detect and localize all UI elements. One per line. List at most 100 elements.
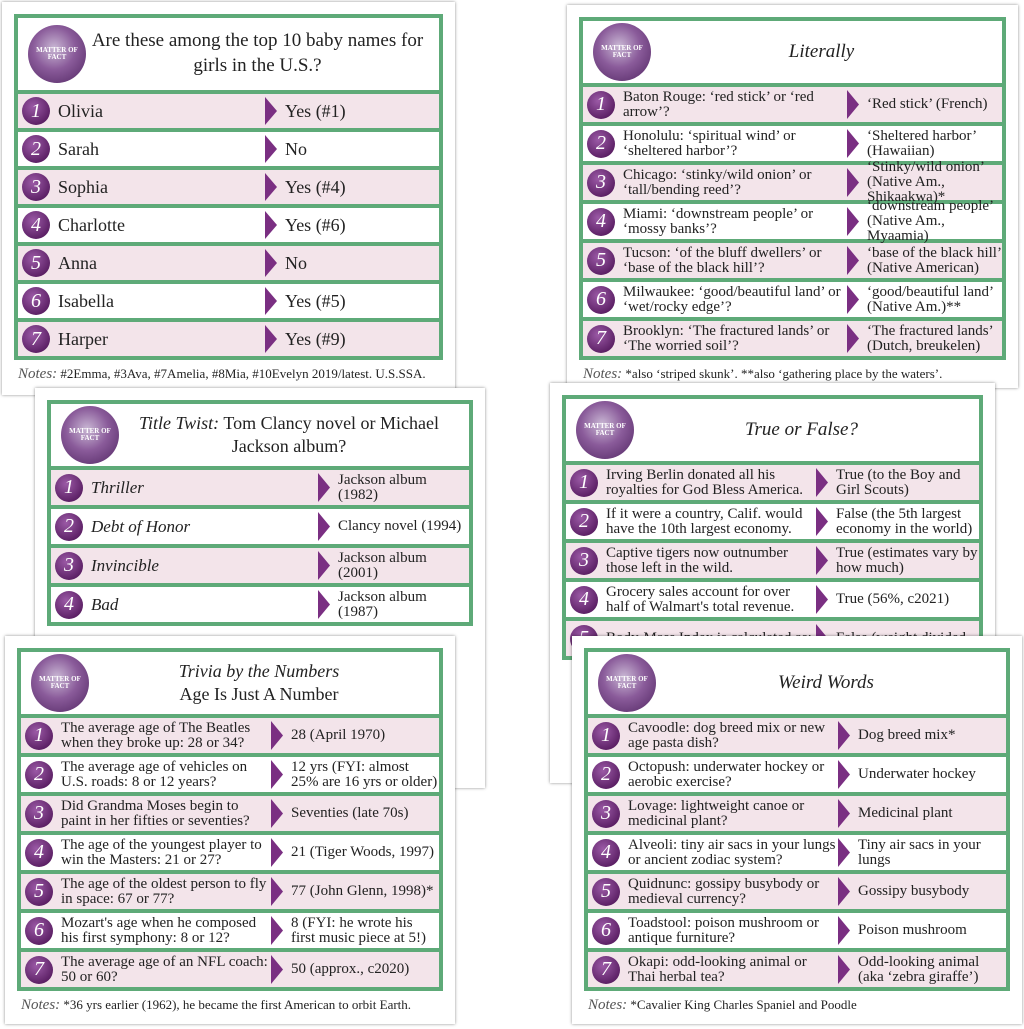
arrow xyxy=(318,512,330,541)
question-row: 2 Octopush: underwater hockey or aerobic … xyxy=(588,757,1006,792)
row-number: 4 xyxy=(592,838,620,867)
row-number: 3 xyxy=(592,799,620,828)
arrow xyxy=(318,473,330,502)
card-title: Literally xyxy=(651,40,992,65)
question: Anna xyxy=(58,253,97,273)
logo: MATTER OF FACT xyxy=(31,654,89,712)
notes-text: *36 yrs earlier (1962), he became the fi… xyxy=(63,997,412,1012)
question-row: 2 Honolulu: ‘spiritual wind’ or ‘sheltere… xyxy=(583,126,1002,161)
answer: Yes (#4) xyxy=(285,177,346,197)
question-row: 4 Alveoli: tiny air sacs in your lungs or… xyxy=(588,835,1006,870)
arrow xyxy=(816,585,828,614)
arrow xyxy=(271,877,283,906)
card-title: Are these among the top 10 baby names fo… xyxy=(86,29,429,78)
question-row: 3 Lovage: lightweight canoe or medicinal … xyxy=(588,796,1006,831)
question-row: 5 Tucson: ‘of the bluff dwellers’ or ‘bas… xyxy=(583,243,1002,278)
row-number: 3 xyxy=(570,546,598,575)
question-row: 1 Olivia Yes (#1) xyxy=(18,94,439,128)
question-row: 6 Milwaukee: ‘good/beautiful land’ or ‘we… xyxy=(583,282,1002,317)
question-row: 7 Brooklyn: ‘The fractured lands’ or ‘The… xyxy=(583,321,1002,356)
row-number: 2 xyxy=(22,135,50,163)
answer: 12 yrs (FYI: almost 25% are 16 yrs or ol… xyxy=(291,758,438,790)
question-row: 1 Thriller Jackson album (1982) xyxy=(51,470,469,505)
row-number: 6 xyxy=(587,285,615,314)
notes: Notes: *36 yrs earlier (1962), he became… xyxy=(17,991,443,1020)
question: Milwaukee: ‘good/beautiful land’ or ‘wet… xyxy=(623,283,841,315)
arrow xyxy=(265,135,277,163)
answer: Yes (#9) xyxy=(285,329,346,349)
notes-label: Notes: xyxy=(583,366,623,382)
question-row: 5 The age of the oldest person to fly in … xyxy=(21,874,439,909)
arrow xyxy=(265,249,277,277)
row-number: 2 xyxy=(592,760,620,789)
question-row: 6 Isabella Yes (#5) xyxy=(18,284,439,318)
title-text: True or False? xyxy=(745,418,858,440)
row-number: 4 xyxy=(570,585,598,614)
title-text: Tom Clancy novel or Michael Jackson albu… xyxy=(223,412,440,456)
row-number: 2 xyxy=(570,507,598,536)
answer: Jackson album (1987) xyxy=(338,588,427,620)
card-title: Title Twist: Tom Clancy novel or Michael… xyxy=(119,412,459,459)
arrow xyxy=(265,97,277,125)
question: Honolulu: ‘spiritual wind’ or ‘sheltered… xyxy=(623,127,796,159)
answer: Poison mushroom xyxy=(858,922,967,938)
arrow xyxy=(838,760,850,789)
card-header: MATTER OF FACT Title Twist: Tom Clancy no… xyxy=(51,404,469,466)
question-row: 3 Invincible Jackson album (2001) xyxy=(51,548,469,583)
question-row: 4 Grocery sales account for over half of … xyxy=(566,582,979,617)
notes: Notes: *also ‘striped skunk’. **also ‘ga… xyxy=(579,360,1006,388)
notes-text: *Cavalier King Charles Spaniel and Poodl… xyxy=(630,997,857,1012)
row-number: 1 xyxy=(55,473,83,502)
question: The age of the youngest player to win th… xyxy=(61,836,262,868)
question: Irving Berlin donated all his royalties … xyxy=(606,466,804,498)
answer: True (estimates vary by how much) xyxy=(836,544,978,576)
row-number: 7 xyxy=(592,955,620,984)
row-number: 3 xyxy=(25,799,53,828)
question-row: 4 Charlotte Yes (#6) xyxy=(18,208,439,242)
question-row: 2 Sarah No xyxy=(18,132,439,166)
card-panel: MATTER OF FACT Title Twist: Tom Clancy no… xyxy=(47,400,473,626)
card: MATTER OF FACT Trivia by the Numbers Age I… xyxy=(5,636,455,1024)
question: Chicago: ‘stinky/wild onion’ or ‘tall/be… xyxy=(623,166,812,198)
logo: MATTER OF FACT xyxy=(61,406,119,464)
question-row: 4 The age of the youngest player to win t… xyxy=(21,835,439,870)
question-row: 7 Harper Yes (#9) xyxy=(18,322,439,356)
card: MATTER OF FACT Literally 1 Baton Rouge: ‘re… xyxy=(567,5,1018,388)
question-row: 5 Quidnunc: gossipy busybody or medieval … xyxy=(588,874,1006,909)
arrow xyxy=(847,324,859,353)
question-row: 5 Anna No xyxy=(18,246,439,280)
arrow xyxy=(838,838,850,867)
answer: ‘downstream people’ (Native Am., Myaamia… xyxy=(867,198,993,244)
title-text: Weird Words xyxy=(778,671,874,693)
row-number: 3 xyxy=(55,551,83,580)
question: Did Grandma Moses begin to paint in her … xyxy=(61,797,250,829)
question: The age of the oldest person to fly in s… xyxy=(61,875,267,907)
question-row: 3 Did Grandma Moses begin to paint in her… xyxy=(21,796,439,831)
answer: ‘base of the black hill’ (Native America… xyxy=(867,244,1001,276)
row-number: 5 xyxy=(25,877,53,906)
card: MATTER OF FACT Weird Words 1 Cavoodle: dog … xyxy=(572,636,1022,1024)
question: Alveoli: tiny air sacs in your lungs or … xyxy=(628,836,836,868)
title-text: Literally xyxy=(788,40,855,62)
notes-text: #2Emma, #3Ava, #7Amelia, #8Mia, #10Evely… xyxy=(60,366,426,381)
answer: Tiny air sacs in your lungs xyxy=(858,836,981,868)
question: Invincible xyxy=(91,556,159,575)
subtitle: Age Is Just A Number xyxy=(179,684,339,704)
question: Tucson: ‘of the bluff dwellers’ or ‘base… xyxy=(623,244,822,276)
arrow xyxy=(847,285,859,314)
card-panel: MATTER OF FACT Weird Words 1 Cavoodle: dog … xyxy=(584,648,1010,991)
answer: Jackson album (2001) xyxy=(338,549,427,581)
question: Quidnunc: gossipy busybody or medieval c… xyxy=(628,875,820,907)
arrow xyxy=(838,721,850,750)
card-header: MATTER OF FACT Literally xyxy=(583,21,1002,83)
arrow xyxy=(847,90,859,119)
question: The average age of an NFL coach: 50 or 6… xyxy=(61,953,268,985)
question: Lovage: lightweight canoe or medicinal p… xyxy=(628,797,805,829)
question-row: 3 Captive tigers now outnumber those left… xyxy=(566,543,979,578)
card-title: True or False? xyxy=(634,418,969,443)
row-number: 1 xyxy=(570,468,598,497)
arrow xyxy=(847,207,859,236)
question: If it were a country, Calif. would have … xyxy=(606,505,803,537)
row-number: 2 xyxy=(55,512,83,541)
